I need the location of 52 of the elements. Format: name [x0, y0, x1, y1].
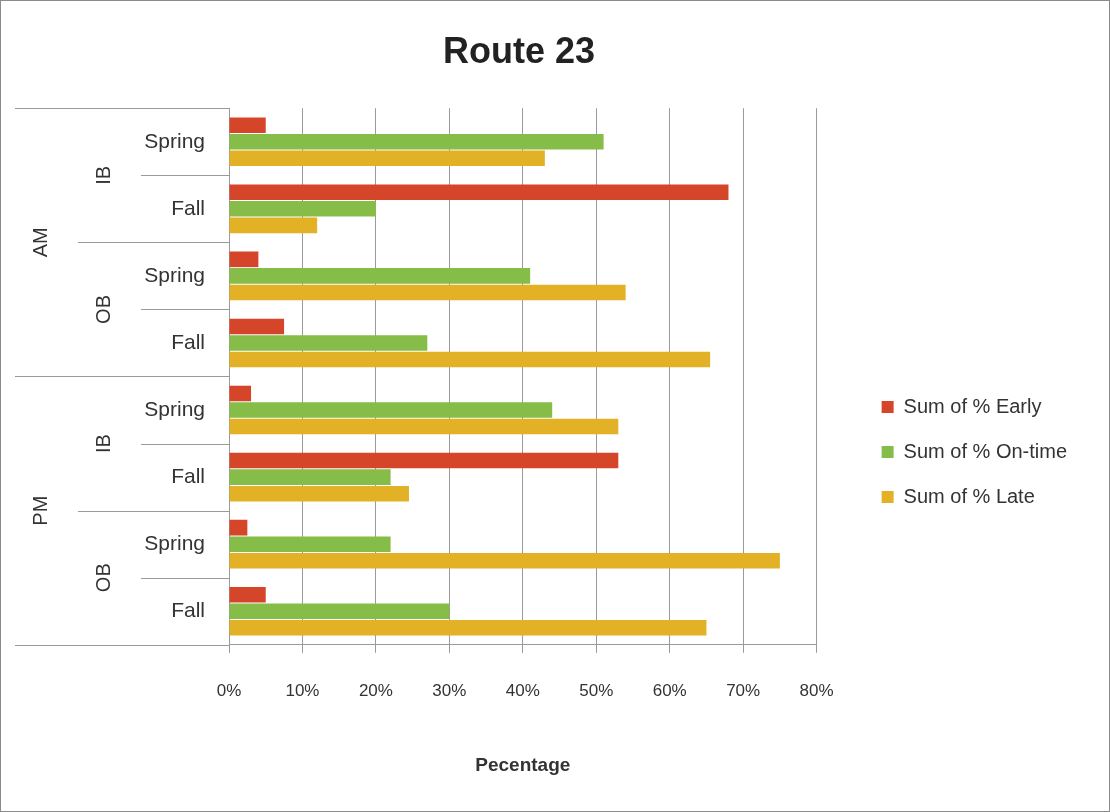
x-tick-label: 60% — [652, 680, 687, 700]
bar — [229, 284, 626, 301]
text: OB — [92, 294, 115, 324]
x-tick-label: 50% — [579, 680, 614, 700]
y-tick-label: Spring — [144, 128, 205, 152]
bar — [229, 150, 545, 167]
bar — [229, 133, 604, 150]
x-tick-label: 0% — [216, 680, 242, 700]
bar — [229, 402, 553, 418]
bar — [229, 536, 391, 552]
y-tick-label: Fall — [171, 463, 205, 487]
x-tick-label: 10% — [285, 680, 320, 700]
bar — [229, 201, 376, 217]
bar — [229, 351, 711, 368]
bar — [229, 485, 409, 502]
x-tick-label: 70% — [726, 680, 761, 700]
legend-label: Sum of % On-time — [903, 439, 1068, 462]
legend-label: Sum of % Late — [903, 484, 1035, 507]
bar — [229, 318, 285, 335]
chart-title: Route 23 — [442, 29, 596, 71]
x-tick-label: 30% — [432, 680, 467, 700]
y-tick-label: Fall — [171, 598, 205, 622]
text: AM — [29, 227, 52, 258]
bar — [229, 268, 531, 284]
x-tick-label: 20% — [358, 680, 393, 700]
text: IB — [92, 165, 115, 185]
y-tick-label: Fall — [171, 195, 205, 219]
bar — [229, 586, 266, 603]
bar — [229, 552, 780, 569]
bar — [229, 620, 707, 636]
bar — [229, 184, 729, 201]
bar — [229, 603, 450, 620]
bar — [229, 418, 619, 435]
bar — [229, 452, 619, 469]
y-tick-label: Fall — [171, 329, 205, 353]
bar — [229, 251, 259, 268]
x-axis-title: Pecentage — [475, 753, 571, 775]
y-tick-label: Spring — [144, 262, 205, 286]
y-tick-label: Spring — [144, 530, 205, 554]
y-tick-label: Spring — [144, 396, 205, 420]
text: IB — [92, 434, 115, 454]
bar — [229, 117, 266, 133]
bar — [229, 335, 428, 351]
bar — [229, 217, 318, 234]
legend-label: Sum of % Early — [903, 394, 1042, 417]
bar — [229, 385, 252, 402]
x-tick-label: 80% — [799, 680, 834, 700]
text: PM — [29, 495, 52, 526]
bar — [229, 519, 248, 536]
bar — [229, 469, 391, 485]
x-tick-label: 40% — [505, 680, 540, 700]
text: OB — [92, 563, 115, 593]
